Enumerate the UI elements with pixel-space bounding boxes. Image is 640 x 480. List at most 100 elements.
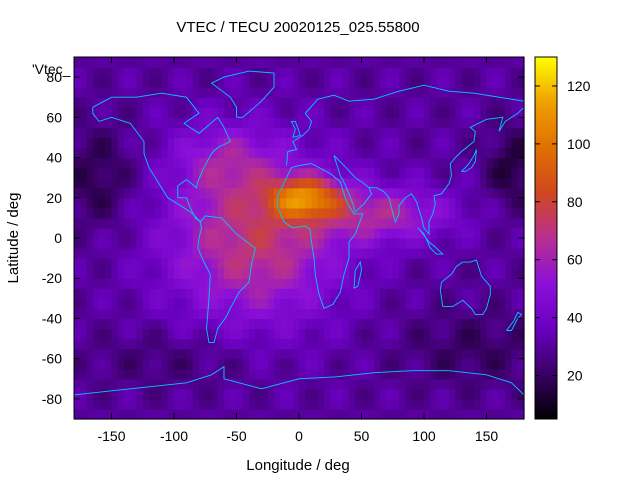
heatmap-cell — [417, 358, 425, 370]
heatmap-cell — [305, 137, 313, 149]
heatmap-cell — [367, 157, 375, 169]
heatmap-cell — [361, 207, 369, 219]
heatmap-cell — [511, 187, 519, 199]
heatmap-cell — [405, 77, 413, 88]
heatmap-cell — [342, 328, 350, 340]
heatmap-cell — [505, 227, 513, 239]
heatmap-cell — [142, 318, 150, 330]
heatmap-cell — [99, 358, 106, 370]
heatmap-cell — [274, 358, 281, 370]
heatmap-cell — [399, 57, 406, 68]
heatmap-cell — [99, 147, 106, 159]
heatmap-cell — [392, 398, 400, 410]
heatmap-cell — [511, 278, 519, 289]
heatmap-cell — [461, 358, 469, 370]
heatmap-cell — [399, 268, 406, 279]
heatmap-cell — [261, 338, 269, 350]
heatmap-cell — [111, 398, 119, 410]
heatmap-cell — [105, 368, 113, 380]
heatmap-cell — [392, 238, 400, 249]
heatmap-cell — [342, 268, 350, 279]
heatmap-cell — [180, 117, 188, 128]
heatmap-cell — [186, 408, 194, 420]
heatmap-cell — [99, 187, 106, 199]
heatmap-cell — [299, 227, 306, 239]
heatmap-cell — [517, 408, 525, 420]
heatmap-cell — [424, 388, 431, 400]
heatmap-cell — [392, 258, 400, 269]
heatmap-cell — [255, 117, 263, 128]
heatmap-cell — [92, 87, 100, 98]
heatmap-cell — [430, 77, 438, 88]
heatmap-cell — [142, 187, 150, 199]
heatmap-cell — [286, 388, 294, 400]
heatmap-cell — [155, 258, 163, 269]
heatmap-cell — [199, 227, 206, 239]
heatmap-cell — [192, 248, 200, 259]
heatmap-cell — [417, 177, 425, 189]
heatmap-cell — [474, 107, 481, 118]
heatmap-cell — [167, 77, 175, 88]
heatmap-cell — [367, 197, 375, 209]
heatmap-cell — [205, 268, 213, 279]
heatmap-cell — [142, 137, 150, 149]
heatmap-cell — [499, 147, 506, 159]
coastline-path — [197, 215, 256, 344]
heatmap-cell — [380, 67, 388, 78]
heatmap-cell — [461, 157, 469, 169]
heatmap-cell — [161, 398, 169, 410]
heatmap-cell — [517, 77, 525, 88]
heatmap-cell — [361, 318, 369, 330]
heatmap-cell — [124, 288, 131, 299]
heatmap-cell — [299, 328, 306, 340]
heatmap-cell — [286, 398, 294, 410]
heatmap-cell — [249, 97, 256, 108]
heatmap-cell — [142, 398, 150, 410]
heatmap-cell — [386, 87, 394, 98]
heatmap-cell — [467, 207, 475, 219]
heatmap-cell — [274, 127, 281, 139]
heatmap-cell — [155, 67, 163, 78]
heatmap-cell — [311, 227, 319, 239]
heatmap-cell — [455, 308, 463, 320]
heatmap-cell — [361, 147, 369, 159]
coastline-path — [92, 92, 231, 223]
heatmap-cell — [155, 268, 163, 279]
heatmap-cell — [442, 167, 450, 179]
heatmap-cell — [486, 187, 494, 199]
heatmap-cell — [517, 338, 525, 350]
chart-title: VTEC / TECU 20020125_025.55800 — [176, 19, 419, 36]
heatmap-cell — [467, 368, 475, 380]
heatmap-cell — [230, 137, 238, 149]
heatmap-cell — [324, 227, 331, 239]
heatmap-cell — [474, 77, 481, 88]
heatmap-cell — [349, 328, 356, 340]
heatmap-cell — [361, 97, 369, 108]
heatmap-cell — [255, 137, 263, 149]
heatmap-cell — [111, 177, 119, 189]
heatmap-cell — [242, 238, 250, 249]
heatmap-cell — [467, 197, 475, 209]
heatmap-cell — [436, 258, 444, 269]
heatmap-cell — [292, 157, 300, 169]
heatmap-cell — [392, 308, 400, 320]
heatmap-cell — [74, 127, 81, 139]
heatmap-cell — [411, 77, 419, 88]
heatmap-cell — [467, 398, 475, 410]
coastline-path — [210, 70, 275, 118]
heatmap-cell — [505, 408, 513, 420]
heatmap-cell — [380, 217, 388, 229]
heatmap-cell — [86, 217, 94, 229]
heatmap-cell — [461, 137, 469, 149]
heatmap-cell — [499, 348, 506, 360]
heatmap-cell — [124, 227, 131, 239]
heatmap-cell — [499, 298, 506, 309]
heatmap-cell — [92, 268, 100, 279]
heatmap-cell — [455, 87, 463, 98]
heatmap-cell — [324, 117, 331, 128]
heatmap-cell — [317, 288, 325, 299]
heatmap-cell — [230, 408, 238, 420]
heatmap-cell — [142, 117, 150, 128]
heatmap-cell — [92, 348, 100, 360]
heatmap-cell — [105, 238, 113, 249]
